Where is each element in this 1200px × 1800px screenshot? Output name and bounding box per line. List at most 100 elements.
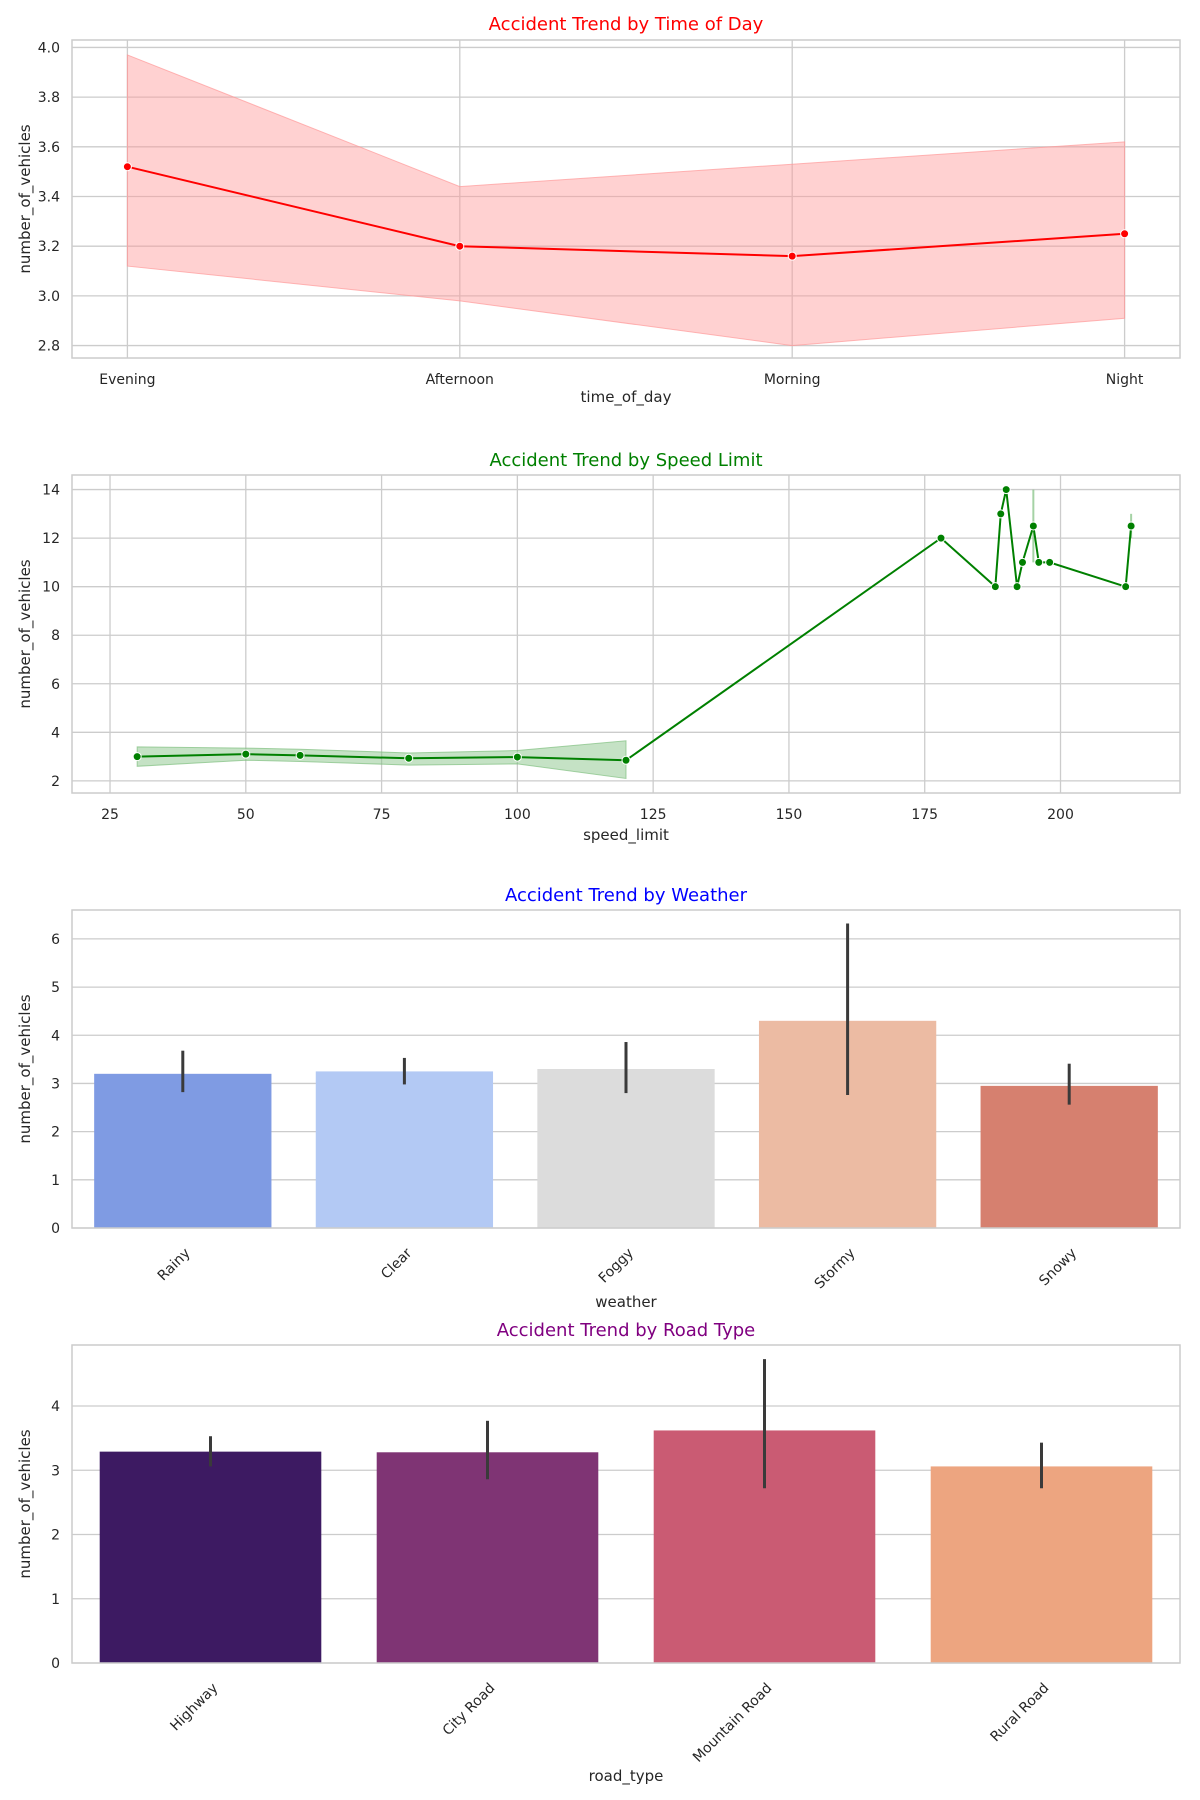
y-tick-label: 1 [51,1173,60,1189]
bar-snowy [980,1085,1158,1228]
x-tick-label: Rural Road [988,1680,1053,1745]
series-line [127,165,1125,258]
x-tick-label: Foggy [596,1245,637,1286]
data-point [512,752,522,762]
data-point [1034,557,1044,567]
y-tick-label: 0 [51,1656,60,1672]
data-point [122,162,132,172]
confidence-band [126,54,1126,347]
bar-rainy [94,1073,272,1228]
data-point [132,752,142,762]
x-tick-label: 50 [237,807,255,823]
plot-frame [71,909,1181,1229]
x-axis-label: weather [595,1293,657,1311]
y-tick-label: 8 [51,628,60,644]
data-point [1121,582,1131,592]
y-tick-label: 2 [51,1125,60,1141]
data-point [1028,521,1038,531]
x-tick-label: Rainy [155,1245,194,1284]
y-axis-label: number_of_vehicles [16,994,35,1143]
data-point [990,582,1000,592]
y-tick-label: 4 [51,725,60,741]
y-tick-label: 1 [51,1592,60,1608]
x-tick-label: Stormy [812,1245,859,1292]
x-tick-label: City Road [440,1680,499,1739]
x-tick-label: 150 [776,807,803,823]
y-tick-label: 3 [51,1463,60,1479]
y-tick-label: 12 [42,531,60,547]
x-axis-label: time_of_day [581,388,672,407]
data-point [1012,582,1022,592]
x-tick-label: Evening [99,372,155,388]
y-axis-label: number_of_vehicles [16,124,35,273]
data-point [241,749,251,759]
y-tick-label: 2.8 [38,339,60,355]
x-tick-label: 175 [911,807,938,823]
chart-title: Accident Trend by Speed Limit [489,450,762,471]
y-tick-label: 6 [51,932,60,948]
data-point [455,241,465,251]
chart-title: Accident Trend by Weather [505,885,748,906]
chart-panel-2: 2 4 6 8 10 12 14 25 50 75 100 125 150 175 200 Accident … [16,450,1181,845]
plot-frame [71,474,1181,794]
y-tick-label: 2 [51,1528,60,1544]
plot-area [72,40,1180,358]
plot-area [72,475,1180,793]
y-tick-label: 4.0 [38,40,60,56]
x-axis-label: speed_limit [583,826,669,845]
x-axis-label: road_type [589,1767,664,1786]
data-point [404,753,414,763]
y-tick-label: 4 [51,1399,60,1415]
x-tick-label: 75 [373,807,391,823]
y-tick-label: 3.4 [38,190,60,206]
y-tick-label: 3 [51,1076,60,1092]
data-point [787,251,797,261]
chart-title: Accident Trend by Road Type [497,1320,756,1341]
y-tick-label: 6 [51,677,60,693]
data-point [936,533,946,543]
plot-frame [71,39,1181,359]
x-tick-label: Morning [764,372,821,388]
data-point [1120,229,1130,239]
x-tick-label: Clear [378,1245,415,1282]
data-point [1126,521,1136,531]
bar-highway [99,1451,322,1663]
bar-clear [315,1071,494,1228]
plot-frame [71,1344,1181,1664]
bar-foggy [537,1069,715,1228]
x-tick-label: Snowy [1036,1245,1080,1289]
y-tick-label: 3.6 [38,140,60,156]
bar-city-road [376,1452,599,1663]
x-tick-label: 25 [101,807,119,823]
bar-rural-road [930,1466,1153,1663]
data-point [295,750,305,760]
x-tick-label: Highway [167,1680,221,1734]
x-tick-label: 100 [504,807,531,823]
y-tick-label: 14 [42,483,60,499]
y-axis-label: number_of_vehicles [16,559,35,708]
data-point [1045,557,1055,567]
data-point [1017,557,1027,567]
y-tick-label: 10 [42,580,60,596]
y-tick-label: 4 [51,1028,60,1044]
data-point [1001,485,1011,495]
confidence-band [136,740,627,780]
x-tick-label: Mountain Road [690,1680,775,1765]
y-tick-label: 3.8 [38,90,60,106]
chart-panel-3: 0 1 2 3 4 5 6 Rainy Clear Foggy Stormy Snowy Acciden… [16,885,1181,1311]
data-point [996,509,1006,519]
y-tick-label: 2 [51,774,60,790]
chart-title: Accident Trend by Time of Day [489,14,764,35]
x-tick-label: 125 [640,807,667,823]
chart-panel-4: 0 1 2 3 4 Highway City Road Mountain Road Rural … [16,1320,1181,1786]
y-tick-label: 5 [51,980,60,996]
x-tick-label: Night [1106,372,1144,388]
y-tick-label: 0 [51,1221,60,1237]
chart-panel-1: 2.8 3.0 3.2 3.4 3.6 3.8 4.0 Evening Afternoon Mor… [16,14,1181,407]
data-point [621,755,631,765]
y-tick-label: 3.2 [38,239,60,255]
y-axis-label: number_of_vehicles [16,1429,35,1578]
x-tick-label: 200 [1047,807,1074,823]
y-tick-label: 3.0 [38,289,60,305]
